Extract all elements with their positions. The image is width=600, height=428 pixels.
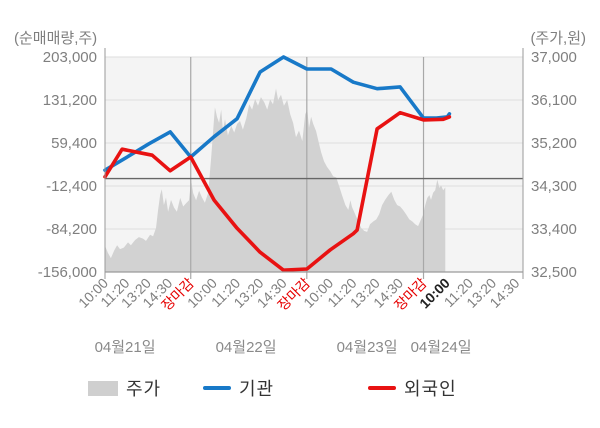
left-axis-tick-label: -12,400	[46, 178, 97, 195]
foreign-line-series	[103, 110, 452, 273]
legend-item-foreign: 외국인	[368, 376, 457, 400]
left-axis-tick-label: -84,200	[46, 221, 97, 238]
right-axis-tick-label: 37,000	[531, 49, 577, 66]
right-axis-tick-label: 35,200	[531, 135, 577, 152]
left-axis-tick-label: -156,000	[38, 264, 97, 281]
institution-line-swatch-icon	[203, 386, 231, 390]
legend-price-label: 주가	[126, 379, 162, 399]
right-axis-tick-label: 36,100	[531, 92, 577, 109]
foreign-line-swatch-icon	[368, 386, 396, 390]
right-axis-title: (주가,원)	[530, 30, 586, 47]
left-axis-title: (순매매량,주)	[14, 30, 97, 47]
day-label: 04월23일	[337, 339, 398, 356]
right-axis-tick-label: 34,300	[531, 178, 577, 195]
legend-item-price: 주가	[88, 376, 161, 400]
price-area-swatch-icon	[88, 380, 118, 396]
day-label: 04월21일	[95, 339, 156, 356]
right-axis-tick-label: 33,400	[531, 221, 577, 238]
legend-item-institution: 기관	[203, 376, 274, 400]
left-axis-tick-label: 59,400	[51, 135, 97, 152]
price-area-series	[105, 88, 446, 272]
day-label: 04월22일	[216, 339, 277, 356]
right-axis-tick-label: 32,500	[531, 264, 577, 281]
legend-institution-label: 기관	[239, 379, 275, 399]
left-axis-tick-label: 131,200	[43, 92, 97, 109]
legend-foreign-label: 외국인	[404, 379, 457, 399]
chart-legend: 주가 기관 외국인	[0, 376, 600, 410]
left-axis-tick-label: 203,000	[43, 49, 97, 66]
day-label: 04월24일	[411, 339, 472, 356]
